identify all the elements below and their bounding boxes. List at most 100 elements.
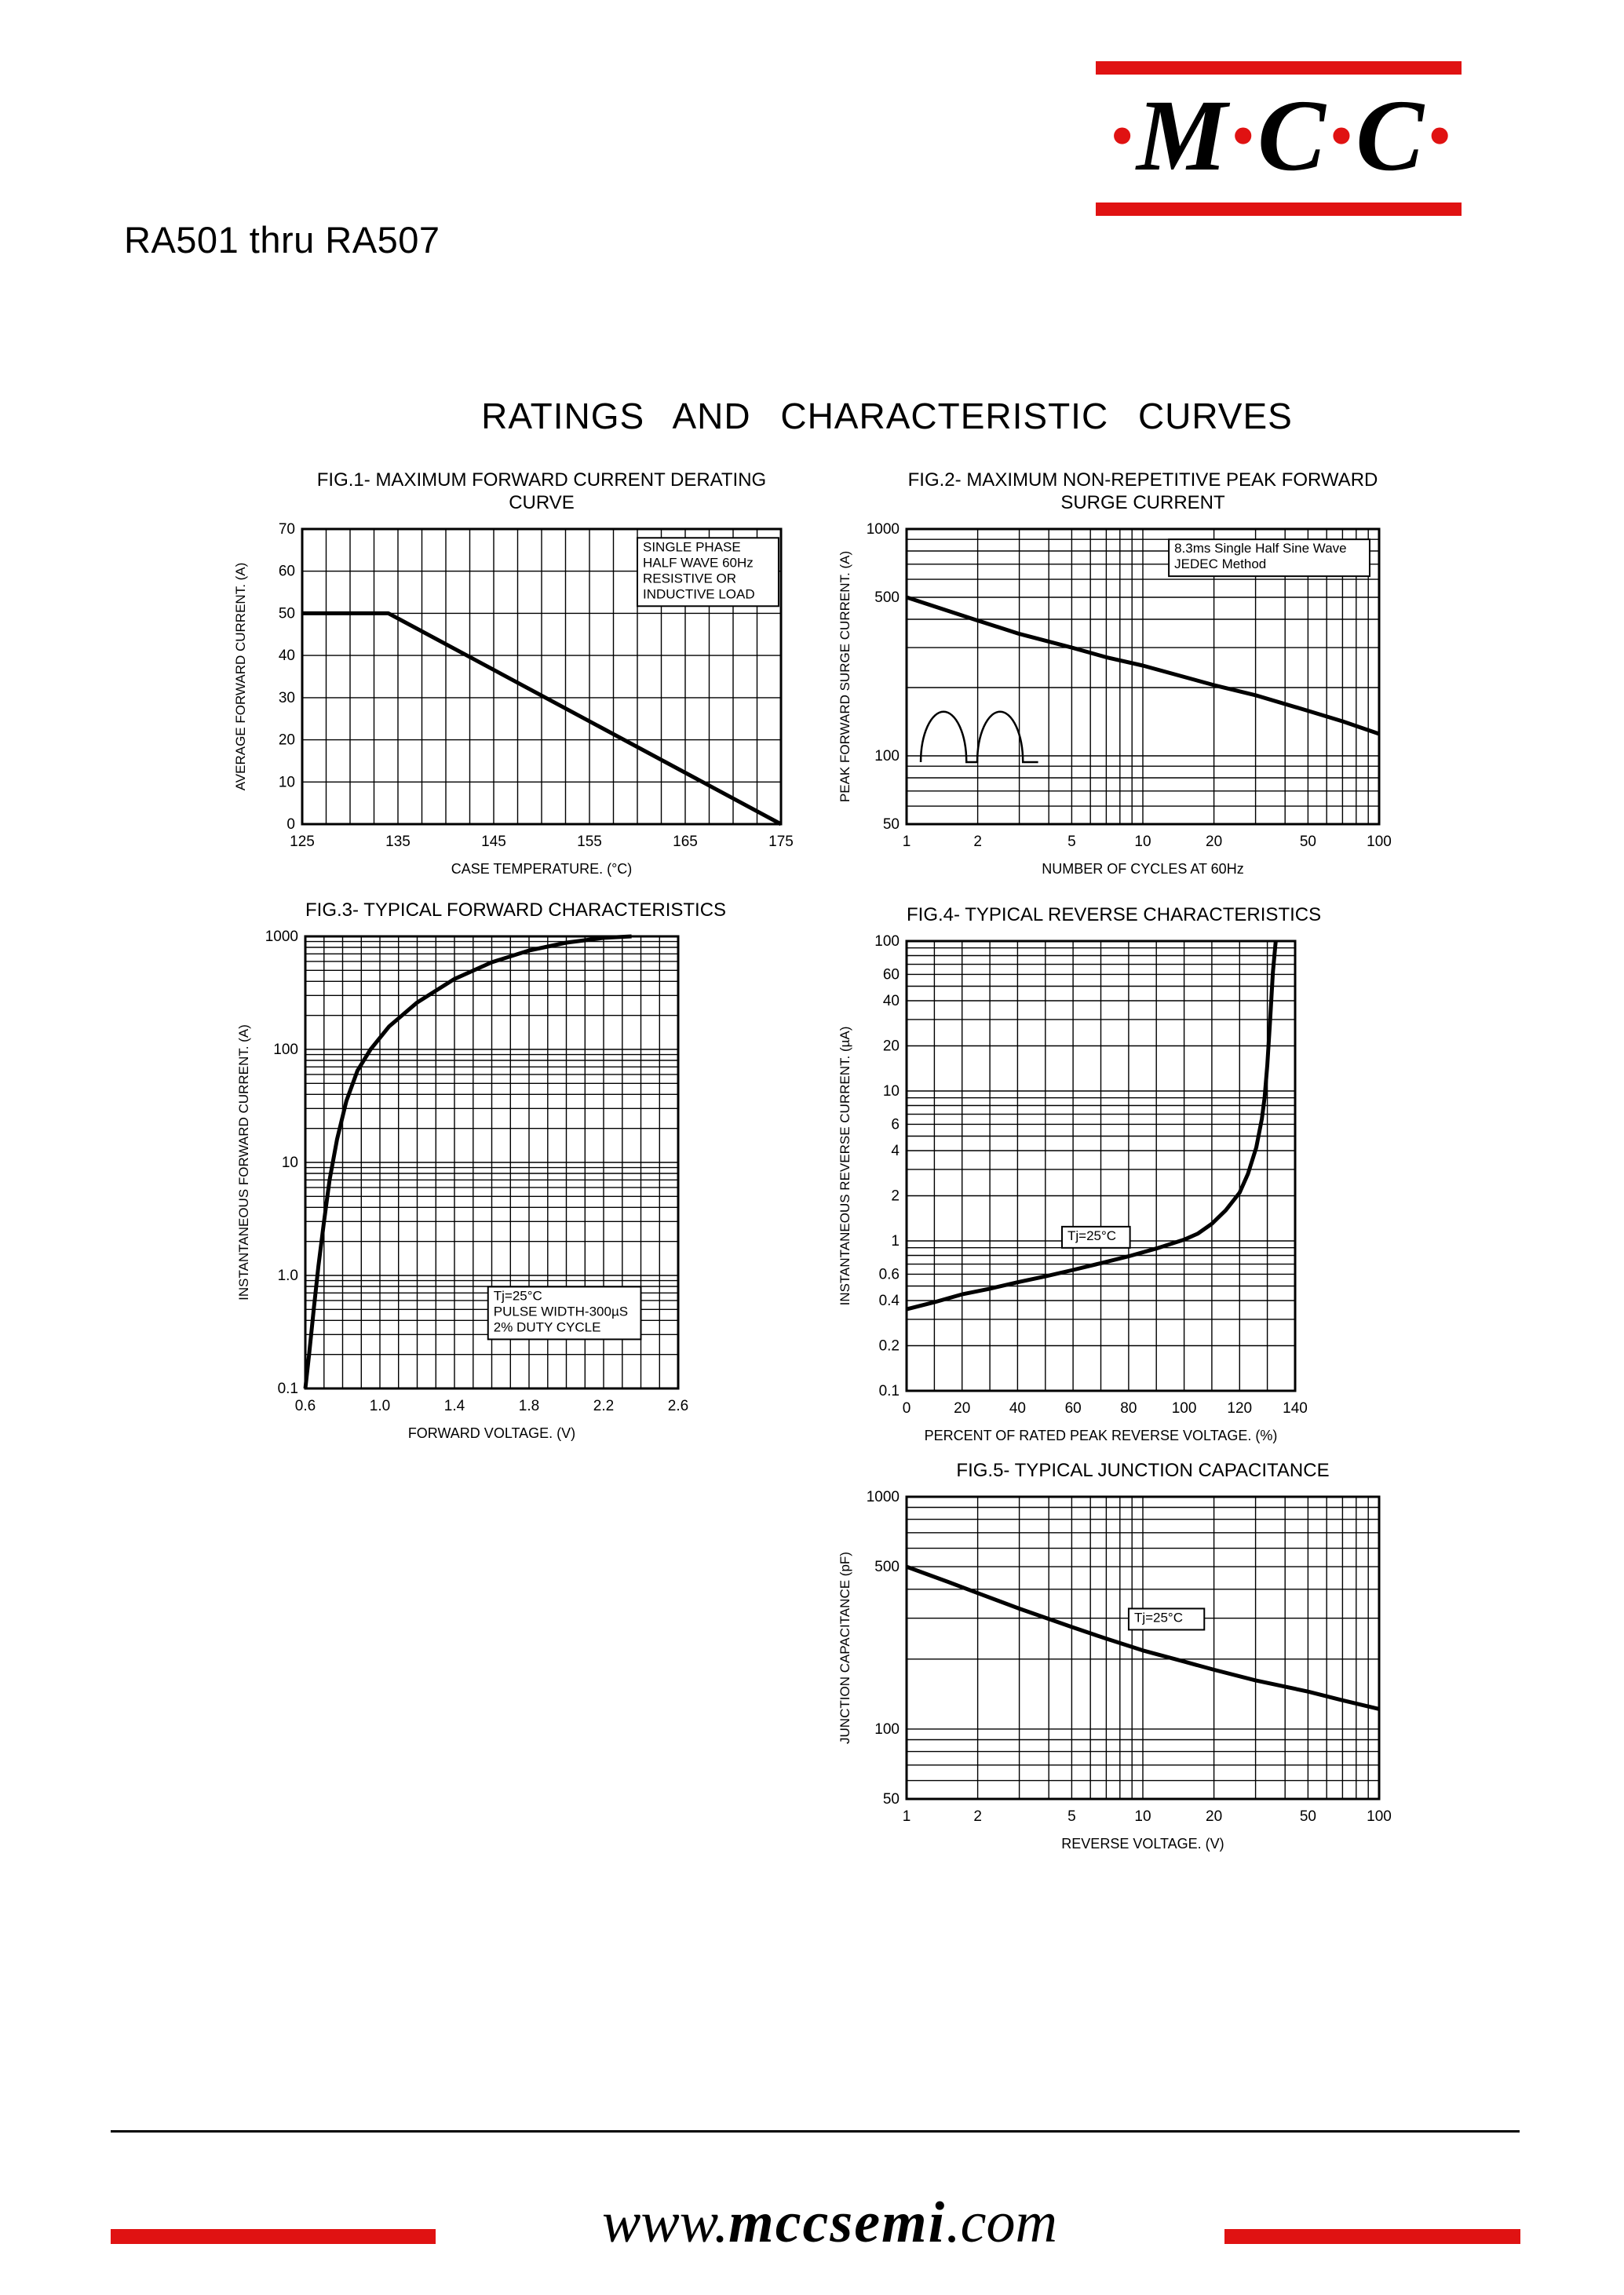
mcc-logo-text: · M · C · C · — [1083, 69, 1476, 202]
svg-text:2.6: 2.6 — [668, 1398, 688, 1414]
svg-text:500: 500 — [874, 589, 900, 606]
logo-dot: · — [1327, 79, 1353, 192]
svg-text:100: 100 — [874, 933, 900, 950]
fig4-annotation-box — [1061, 1225, 1131, 1249]
svg-text:40: 40 — [883, 993, 900, 1009]
fig1-annotation-box — [637, 536, 779, 607]
fig2-surge-current-chart: FIG.2- MAXIMUM NON-REPETITIVE PEAK FORWA… — [832, 469, 1393, 887]
svg-text:1000: 1000 — [867, 521, 900, 538]
svg-text:0.6: 0.6 — [879, 1266, 900, 1282]
svg-text:2.2: 2.2 — [593, 1398, 614, 1414]
svg-text:1: 1 — [891, 1233, 900, 1250]
fig2-canvas: 8.3ms Single Half Sine Wave JEDEC Method 1… — [832, 518, 1393, 887]
half-sine-waveform-icon — [919, 710, 1038, 763]
svg-text:PERCENT OF RATED PEAK REVERSE: PERCENT OF RATED PEAK REVERSE VOLTAGE. (… — [925, 1428, 1278, 1443]
svg-text:2: 2 — [891, 1188, 900, 1204]
logo-dot: · — [1426, 79, 1451, 192]
svg-text:500: 500 — [874, 1559, 900, 1575]
svg-text:5: 5 — [1067, 834, 1076, 850]
fig3-title: FIG.3- TYPICAL FORWARD CHARACTERISTICS — [305, 899, 727, 921]
url-suffix: .com — [946, 2191, 1057, 2255]
logo-letter-c: C — [1356, 79, 1424, 192]
svg-text:80: 80 — [1120, 1400, 1137, 1417]
svg-text:SINGLE PHASE: SINGLE PHASE — [643, 539, 741, 554]
svg-text:1: 1 — [903, 1808, 911, 1825]
svg-text:100: 100 — [1172, 1400, 1197, 1417]
fig5-curve-junction-capacitance — [906, 1564, 1380, 1711]
svg-text:50: 50 — [279, 605, 295, 622]
svg-text:PEAK FORWARD SURGE CURRENT. (A: PEAK FORWARD SURGE CURRENT. (A) — [838, 550, 852, 801]
svg-text:50: 50 — [1300, 1808, 1316, 1825]
fig5-annotation-box — [1127, 1607, 1206, 1631]
fig3-forward-characteristics-chart: FIG.3- TYPICAL FORWARD CHARACTERISTICS T… — [231, 899, 727, 1453]
svg-text:50: 50 — [883, 816, 900, 833]
svg-text:1: 1 — [903, 834, 911, 850]
svg-text:CASE TEMPERATURE. (°C): CASE TEMPERATURE. (°C) — [451, 861, 633, 877]
fig3-canvas: Tj=25°C PULSE WIDTH-300µS 2% DUTY CYCLE 0.6… — [231, 925, 692, 1453]
fig4-canvas: Tj=25°C 0 20 40 60 80 100 120 140 0.1 0.2 0.4 0.6 1 2 4… — [832, 930, 1309, 1455]
svg-text:100: 100 — [1367, 834, 1392, 850]
svg-text:145: 145 — [481, 834, 506, 850]
svg-text:100: 100 — [874, 748, 900, 764]
svg-text:165: 165 — [673, 834, 698, 850]
fig3-annotation-box — [487, 1286, 642, 1341]
svg-text:60: 60 — [883, 966, 900, 983]
fig2-curve-surge-current — [906, 595, 1380, 735]
part-range-title: RA501 thru RA507 — [124, 219, 440, 261]
svg-text:1000: 1000 — [867, 1489, 900, 1505]
fig1-forward-current-derating-chart: FIG.1- MAXIMUM FORWARD CURRENT DERATING … — [228, 469, 795, 887]
svg-text:AVERAGE FORWARD CURRENT. (A): AVERAGE FORWARD CURRENT. (A) — [233, 562, 248, 790]
svg-text:100: 100 — [1367, 1808, 1392, 1825]
fig4-svg: Tj=25°C 0 20 40 60 80 100 120 140 0.1 0.2 0.4 0.6 1 2 4… — [838, 933, 1308, 1443]
logo-top-bar — [1096, 61, 1462, 75]
fig5-canvas: Tj=25°C 1 2 5 10 20 50 100 50 100 500 1000 REVERSE V… — [832, 1486, 1393, 1863]
svg-text:20: 20 — [1206, 1808, 1222, 1825]
logo-dot: · — [1229, 79, 1255, 192]
footer-right-bar — [1224, 2229, 1520, 2244]
svg-text:5: 5 — [1067, 1808, 1076, 1825]
url-prefix: www. — [602, 2191, 729, 2255]
svg-text:20: 20 — [883, 1038, 900, 1054]
logo-dot: · — [1108, 79, 1133, 192]
svg-text:20: 20 — [954, 1400, 970, 1417]
svg-text:0.1: 0.1 — [879, 1383, 900, 1399]
svg-text:50: 50 — [883, 1791, 900, 1808]
svg-text:6: 6 — [891, 1116, 900, 1133]
svg-text:2% DUTY CYCLE: 2% DUTY CYCLE — [494, 1319, 601, 1334]
footer-left-bar — [111, 2229, 436, 2244]
fig1-title: FIG.1- MAXIMUM FORWARD CURRENT DERATING … — [316, 469, 767, 513]
svg-text:Tj=25°C: Tj=25°C — [494, 1288, 542, 1303]
fig4-title: FIG.4- TYPICAL REVERSE CHARACTERISTICS — [907, 904, 1322, 925]
svg-text:2: 2 — [973, 834, 982, 850]
svg-text:40: 40 — [279, 648, 295, 664]
svg-text:8.3ms Single Half Sine Wave: 8.3ms Single Half Sine Wave — [1174, 541, 1347, 556]
svg-text:PULSE WIDTH-300µS: PULSE WIDTH-300µS — [494, 1304, 628, 1319]
logo-bottom-bar — [1096, 202, 1462, 216]
fig5-title: FIG.5- TYPICAL JUNCTION CAPACITANCE — [956, 1460, 1330, 1481]
svg-text:120: 120 — [1227, 1400, 1252, 1417]
svg-text:1.0: 1.0 — [278, 1268, 298, 1284]
fig2-annotation-box — [1168, 538, 1370, 577]
fig3-curve-forward-current — [303, 934, 632, 1389]
svg-text:REVERSE VOLTAGE. (V): REVERSE VOLTAGE. (V) — [1061, 1836, 1224, 1852]
svg-text:140: 140 — [1283, 1400, 1308, 1417]
svg-text:10: 10 — [883, 1083, 900, 1100]
svg-text:50: 50 — [1300, 834, 1316, 850]
url-name: mccsemi — [728, 2191, 947, 2255]
fig1-curve-derating — [302, 611, 783, 826]
svg-text:HALF WAVE 60Hz: HALF WAVE 60Hz — [643, 555, 754, 570]
svg-text:10: 10 — [279, 774, 295, 790]
svg-text:20: 20 — [279, 732, 295, 748]
svg-text:10: 10 — [1134, 834, 1151, 850]
svg-text:0: 0 — [286, 816, 295, 833]
fig1-canvas: SINGLE PHASE HALF WAVE 60Hz RESISTIVE OR IN… — [228, 518, 795, 887]
logo-letter-c: C — [1257, 79, 1326, 192]
fig4-curve-reverse-current — [906, 940, 1278, 1312]
svg-text:1.4: 1.4 — [444, 1398, 465, 1414]
svg-text:60: 60 — [1065, 1400, 1082, 1417]
footer-website-url: www.mccsemi.com — [435, 2191, 1224, 2255]
svg-text:0.2: 0.2 — [879, 1337, 900, 1354]
